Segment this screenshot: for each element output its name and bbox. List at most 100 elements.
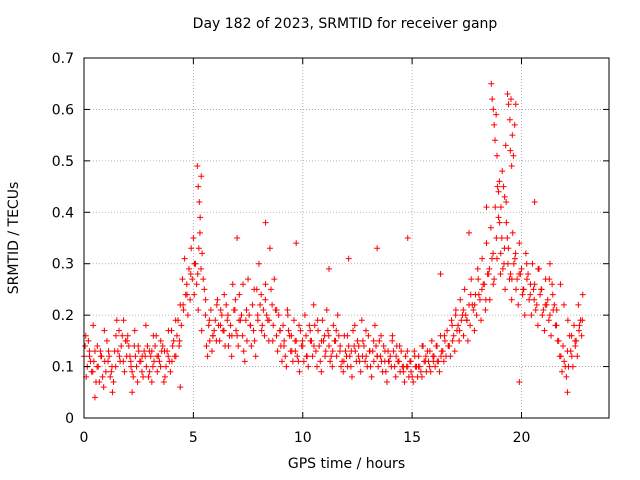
data-point bbox=[186, 265, 192, 272]
data-point bbox=[345, 255, 352, 262]
data-point bbox=[491, 121, 498, 128]
data-point bbox=[136, 358, 143, 365]
data-point bbox=[450, 332, 457, 339]
data-point bbox=[198, 327, 205, 334]
data-point bbox=[234, 332, 241, 339]
data-point bbox=[240, 281, 247, 288]
data-point bbox=[108, 368, 115, 375]
data-point bbox=[440, 358, 447, 365]
chart-title: Day 182 of 2023, SRMTID for receiver gan… bbox=[192, 16, 498, 32]
data-point bbox=[99, 373, 106, 380]
data-point bbox=[495, 188, 502, 195]
data-point bbox=[512, 250, 519, 257]
data-point bbox=[376, 337, 383, 344]
data-point bbox=[529, 260, 536, 267]
data-point bbox=[385, 358, 392, 365]
data-point bbox=[510, 260, 517, 267]
data-point bbox=[474, 265, 481, 272]
data-point bbox=[275, 312, 282, 319]
data-point bbox=[310, 343, 317, 349]
data-point bbox=[359, 337, 366, 344]
data-point bbox=[180, 301, 187, 308]
data-point bbox=[159, 343, 166, 349]
data-point bbox=[178, 322, 185, 329]
data-point bbox=[340, 368, 347, 375]
data-point bbox=[258, 291, 265, 298]
data-point bbox=[398, 348, 405, 355]
data-point bbox=[457, 296, 464, 303]
data-point bbox=[358, 317, 365, 324]
data-point bbox=[173, 332, 180, 339]
data-point bbox=[354, 337, 361, 344]
y-tick-label: 0.5 bbox=[52, 154, 74, 170]
data-point bbox=[548, 332, 555, 339]
data-point bbox=[496, 178, 503, 185]
data-point bbox=[572, 337, 579, 344]
data-point bbox=[553, 307, 560, 313]
data-point bbox=[448, 317, 455, 324]
data-point bbox=[576, 322, 583, 329]
data-point bbox=[503, 219, 510, 226]
data-point bbox=[483, 204, 490, 211]
data-point bbox=[512, 101, 519, 108]
data-point bbox=[293, 240, 300, 247]
data-point bbox=[491, 276, 498, 283]
data-point bbox=[256, 260, 262, 267]
data-point bbox=[544, 296, 551, 303]
data-point bbox=[374, 353, 381, 360]
data-point bbox=[560, 343, 567, 349]
data-point bbox=[509, 229, 516, 236]
data-point bbox=[324, 327, 331, 334]
data-point bbox=[336, 348, 343, 355]
data-point bbox=[578, 332, 585, 339]
data-point bbox=[288, 332, 295, 339]
data-point bbox=[574, 353, 581, 360]
data-point bbox=[160, 379, 167, 385]
data-point bbox=[200, 276, 207, 283]
data-point bbox=[475, 291, 482, 298]
data-point bbox=[112, 332, 119, 339]
data-point bbox=[397, 368, 404, 375]
data-point bbox=[274, 348, 281, 355]
data-point bbox=[493, 111, 500, 118]
data-point bbox=[334, 312, 341, 319]
data-point bbox=[310, 301, 317, 308]
data-point bbox=[506, 116, 513, 123]
data-point bbox=[211, 327, 218, 334]
data-point bbox=[97, 348, 104, 355]
y-axis-label: SRMTID / TECUs bbox=[6, 181, 22, 295]
data-point bbox=[281, 337, 288, 344]
data-point bbox=[329, 363, 336, 370]
data-point bbox=[530, 286, 537, 293]
data-point bbox=[90, 322, 97, 329]
data-point bbox=[456, 327, 463, 334]
data-point bbox=[444, 327, 451, 334]
data-point bbox=[101, 327, 108, 334]
data-point bbox=[189, 276, 196, 283]
data-point bbox=[278, 358, 285, 365]
data-point bbox=[252, 353, 259, 360]
data-point bbox=[260, 307, 267, 313]
data-point bbox=[572, 343, 579, 349]
data-point bbox=[130, 373, 137, 380]
data-point bbox=[195, 245, 202, 252]
data-point bbox=[353, 358, 360, 365]
data-point bbox=[262, 281, 269, 288]
data-point bbox=[351, 322, 358, 329]
data-point bbox=[447, 353, 454, 360]
data-point bbox=[458, 317, 465, 324]
data-point bbox=[322, 348, 329, 355]
data-point bbox=[486, 265, 493, 272]
data-point bbox=[277, 327, 284, 334]
data-point bbox=[309, 353, 316, 360]
data-point bbox=[522, 250, 529, 257]
data-point bbox=[527, 291, 534, 298]
data-point bbox=[221, 291, 228, 298]
data-point bbox=[222, 343, 229, 349]
data-point bbox=[198, 173, 205, 180]
data-point bbox=[97, 353, 104, 360]
data-point bbox=[240, 348, 247, 355]
x-tick-label: 10 bbox=[294, 430, 312, 446]
data-point bbox=[389, 332, 396, 339]
data-point bbox=[499, 168, 506, 175]
